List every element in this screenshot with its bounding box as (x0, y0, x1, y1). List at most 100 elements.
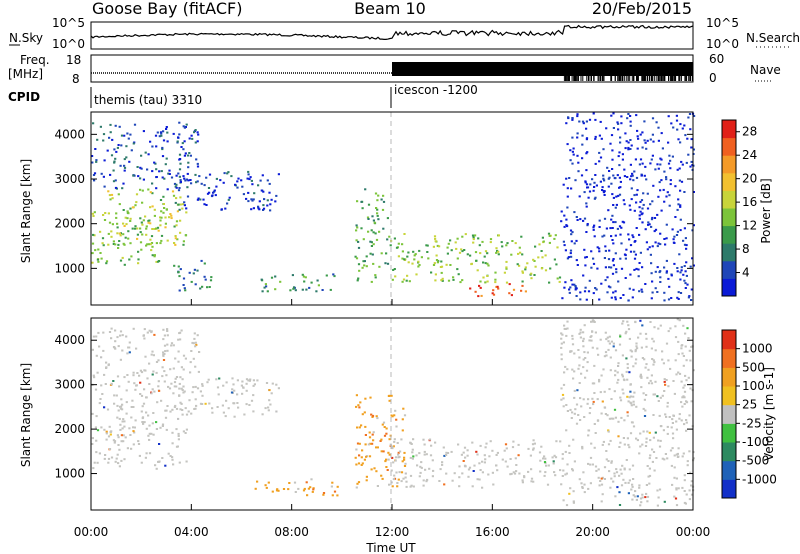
echo-cell (160, 134, 163, 137)
echo-cell (468, 466, 472, 469)
echo-cell (665, 178, 668, 181)
echo-cell (113, 441, 116, 444)
echo-cell (148, 362, 151, 365)
echo-cell (617, 128, 620, 131)
echo-cell (440, 265, 444, 268)
echo-cell (564, 281, 567, 284)
echo-cell (130, 149, 133, 152)
echo-cell (644, 228, 647, 231)
echo-cell (236, 393, 239, 396)
echo-cell (252, 394, 255, 397)
echo-cell (205, 176, 208, 179)
echo-cell (264, 484, 267, 487)
echo-cell (442, 446, 445, 449)
echo-cell (642, 430, 645, 433)
echo-cell (220, 208, 223, 211)
echo-cell (179, 181, 182, 183)
echo-cell (621, 373, 624, 376)
echo-cell (577, 414, 580, 416)
echo-cell (102, 244, 105, 247)
echo-cell (621, 322, 624, 325)
echo-cell (543, 461, 547, 463)
echo-cell (270, 392, 273, 395)
echo-cell (676, 168, 679, 171)
echo-cell (381, 208, 385, 211)
echo-cell (129, 434, 132, 436)
echo-cell (616, 486, 619, 489)
echo-cell (603, 234, 606, 237)
echo-cell (608, 342, 611, 345)
echo-cell (596, 398, 599, 401)
echo-cell (441, 461, 444, 464)
echo-cell (630, 350, 634, 353)
echo-cell (587, 196, 590, 199)
echo-cell (162, 130, 165, 133)
echo-cell (629, 273, 632, 276)
echo-cell (166, 328, 169, 331)
echo-cell (369, 240, 372, 243)
echo-cell (183, 287, 186, 290)
echo-cell (571, 469, 574, 472)
echo-cell (108, 425, 111, 428)
echo-cell (268, 389, 271, 392)
echo-cell (193, 268, 196, 271)
echo-cell (646, 430, 649, 433)
echo-cell (157, 380, 160, 383)
echo-cell (607, 460, 610, 462)
echo-cell (683, 474, 686, 477)
echo-cell (653, 393, 656, 396)
echo-cell (125, 335, 128, 338)
echo-cell (205, 204, 208, 206)
echo-cell (116, 416, 119, 419)
echo-cell (609, 356, 612, 359)
echo-cell (668, 194, 671, 197)
echo-cell (635, 437, 638, 440)
echo-cell (160, 234, 164, 237)
y-tick-label: 1000 (54, 467, 85, 481)
echo-cell (690, 299, 693, 301)
echo-cell (178, 461, 181, 464)
echo-cell (685, 247, 688, 250)
echo-cell (140, 394, 144, 397)
echo-cell (617, 365, 620, 367)
echo-cell (565, 472, 568, 475)
echo-cell (663, 378, 666, 381)
echo-cell (434, 273, 437, 276)
echo-cell (411, 262, 414, 265)
echo-cell (113, 402, 116, 405)
echo-cell (193, 408, 196, 410)
echo-cell (405, 279, 408, 282)
echo-cell (128, 341, 131, 344)
echo-cell (160, 216, 163, 219)
echo-cell (105, 262, 108, 265)
echo-cell (600, 137, 603, 140)
echo-cell (561, 453, 564, 456)
nave-tick-top: 60 (709, 52, 724, 66)
echo-cell (185, 123, 188, 126)
echo-cell (534, 245, 537, 248)
echo-cell (652, 393, 655, 396)
echo-cell (218, 377, 221, 380)
echo-cell (586, 361, 589, 364)
echo-cell (580, 482, 583, 485)
echo-cell (112, 169, 115, 172)
echo-cell (571, 162, 574, 165)
nave-label: Nave (750, 63, 781, 77)
echo-cell (632, 478, 635, 480)
echo-cell (425, 453, 428, 456)
echo-cell (105, 260, 109, 263)
echo-cell (632, 288, 635, 291)
echo-cell (125, 401, 128, 404)
echo-cell (181, 142, 184, 145)
echo-cell (93, 172, 97, 175)
echo-cell (154, 162, 157, 165)
echo-cell (651, 280, 654, 283)
echo-cell (671, 483, 674, 486)
echo-cell (201, 285, 204, 288)
echo-cell (120, 398, 123, 401)
echo-cell (650, 225, 653, 228)
echo-cell (593, 382, 596, 385)
echo-cell (371, 215, 374, 218)
echo-cell (115, 150, 118, 153)
echo-cell (203, 203, 206, 206)
